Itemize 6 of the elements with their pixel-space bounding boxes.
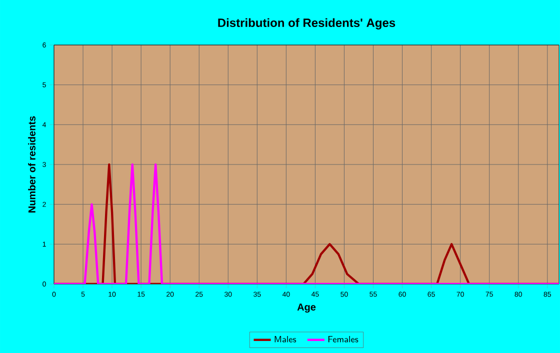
- legend-label: Males: [274, 336, 296, 342]
- x-axis-title: Age: [297, 304, 316, 313]
- chart-title: Distribution of Residents' Ages: [218, 18, 396, 30]
- y-axis-title: Number of residents: [28, 116, 36, 212]
- line-series: [54, 163, 559, 284]
- legend-label: Females: [328, 336, 358, 342]
